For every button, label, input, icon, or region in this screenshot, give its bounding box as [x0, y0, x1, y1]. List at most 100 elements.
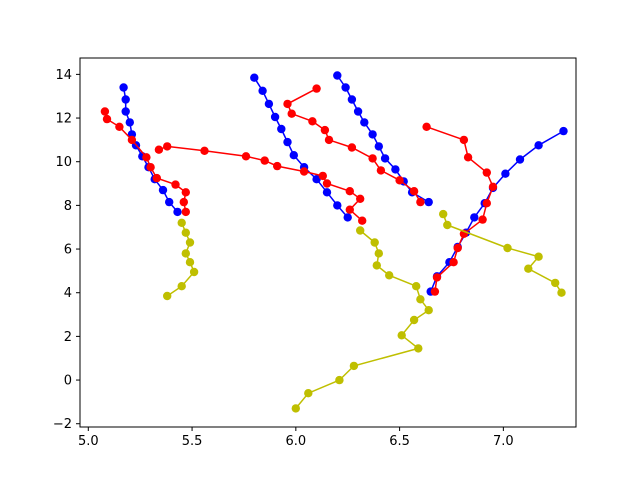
data-point — [154, 145, 164, 154]
series-4 — [426, 126, 568, 296]
series-6 — [154, 142, 367, 225]
data-point — [322, 188, 332, 197]
data-point — [424, 306, 433, 315]
series-3 — [333, 71, 433, 207]
data-point — [177, 282, 186, 291]
data-point — [264, 99, 274, 109]
data-point — [320, 125, 330, 135]
x-tick-label: 6.5 — [389, 434, 410, 449]
x-tick-label: 5.0 — [78, 434, 99, 449]
x-tick-label: 7.0 — [493, 434, 514, 449]
y-tick-label: 10 — [55, 155, 72, 170]
data-point — [189, 267, 199, 277]
data-point — [370, 238, 379, 247]
data-point — [470, 213, 479, 222]
data-point — [412, 282, 421, 291]
data-point — [250, 73, 259, 82]
plot-frame — [79, 57, 577, 428]
data-point — [385, 271, 394, 280]
data-point — [488, 182, 498, 191]
data-point — [341, 83, 350, 92]
y-tick-label: −2 — [53, 417, 72, 432]
data-point — [443, 220, 452, 230]
x-tick-label: 5.5 — [182, 434, 203, 449]
data-point — [503, 243, 512, 253]
data-point — [515, 155, 525, 164]
data-point — [121, 107, 130, 116]
series-11 — [439, 209, 566, 297]
data-point — [459, 135, 469, 145]
data-point — [333, 71, 342, 80]
data-point — [185, 258, 195, 267]
x-tick-label: 6.0 — [285, 434, 306, 449]
series-line — [442, 213, 563, 294]
data-point — [557, 288, 566, 297]
data-point — [121, 95, 130, 104]
series-line — [158, 145, 363, 222]
series-line — [295, 229, 430, 409]
data-point — [422, 122, 431, 131]
data-point — [179, 197, 188, 207]
data-point — [152, 173, 161, 183]
data-point — [312, 175, 321, 184]
series-1 — [119, 83, 182, 217]
series-2 — [250, 73, 352, 222]
data-point — [273, 161, 282, 171]
data-point — [277, 124, 286, 134]
data-point — [324, 135, 334, 145]
data-point — [312, 84, 321, 93]
data-point — [416, 197, 425, 207]
data-point — [482, 168, 491, 177]
data-point — [414, 344, 423, 353]
data-point — [163, 291, 172, 301]
data-point — [416, 295, 425, 304]
data-point — [409, 187, 419, 196]
data-point — [283, 137, 292, 147]
data-point — [270, 112, 280, 122]
series-layer — [100, 71, 568, 413]
data-point — [368, 154, 377, 163]
y-tick-label: 8 — [64, 199, 72, 214]
data-point — [376, 166, 386, 175]
data-point — [424, 197, 433, 207]
series-5 — [100, 107, 190, 217]
data-point — [559, 126, 568, 136]
data-point — [258, 86, 267, 96]
data-point — [356, 194, 365, 203]
data-point — [181, 207, 190, 217]
series-10 — [291, 226, 433, 413]
data-point — [102, 114, 112, 124]
data-point — [308, 117, 317, 126]
data-point — [185, 238, 195, 247]
data-point — [322, 179, 332, 188]
data-point — [478, 215, 487, 224]
data-point — [432, 273, 442, 282]
data-point — [177, 218, 186, 227]
data-point — [374, 249, 383, 258]
y-tick-label: 0 — [64, 374, 72, 389]
data-point — [449, 258, 458, 267]
series-line — [253, 77, 349, 218]
data-point — [333, 201, 342, 210]
series-line — [430, 130, 564, 292]
data-point — [127, 135, 137, 145]
data-point — [482, 199, 491, 208]
data-point — [171, 180, 180, 189]
data-point — [349, 361, 359, 371]
data-point — [142, 153, 151, 162]
data-point — [391, 165, 400, 174]
x-axis: 5.0 5.5 6.0 6.5 7.0 — [78, 427, 514, 449]
data-point — [287, 109, 296, 118]
data-point — [241, 152, 251, 161]
y-tick-label: 6 — [64, 243, 72, 258]
data-point — [356, 226, 365, 235]
data-point — [165, 197, 174, 207]
data-point — [524, 264, 533, 273]
data-point — [181, 249, 190, 258]
data-point — [347, 143, 357, 152]
data-point — [335, 375, 344, 385]
y-tick-label: 2 — [64, 330, 72, 345]
data-point — [372, 261, 381, 270]
data-point — [380, 154, 390, 163]
